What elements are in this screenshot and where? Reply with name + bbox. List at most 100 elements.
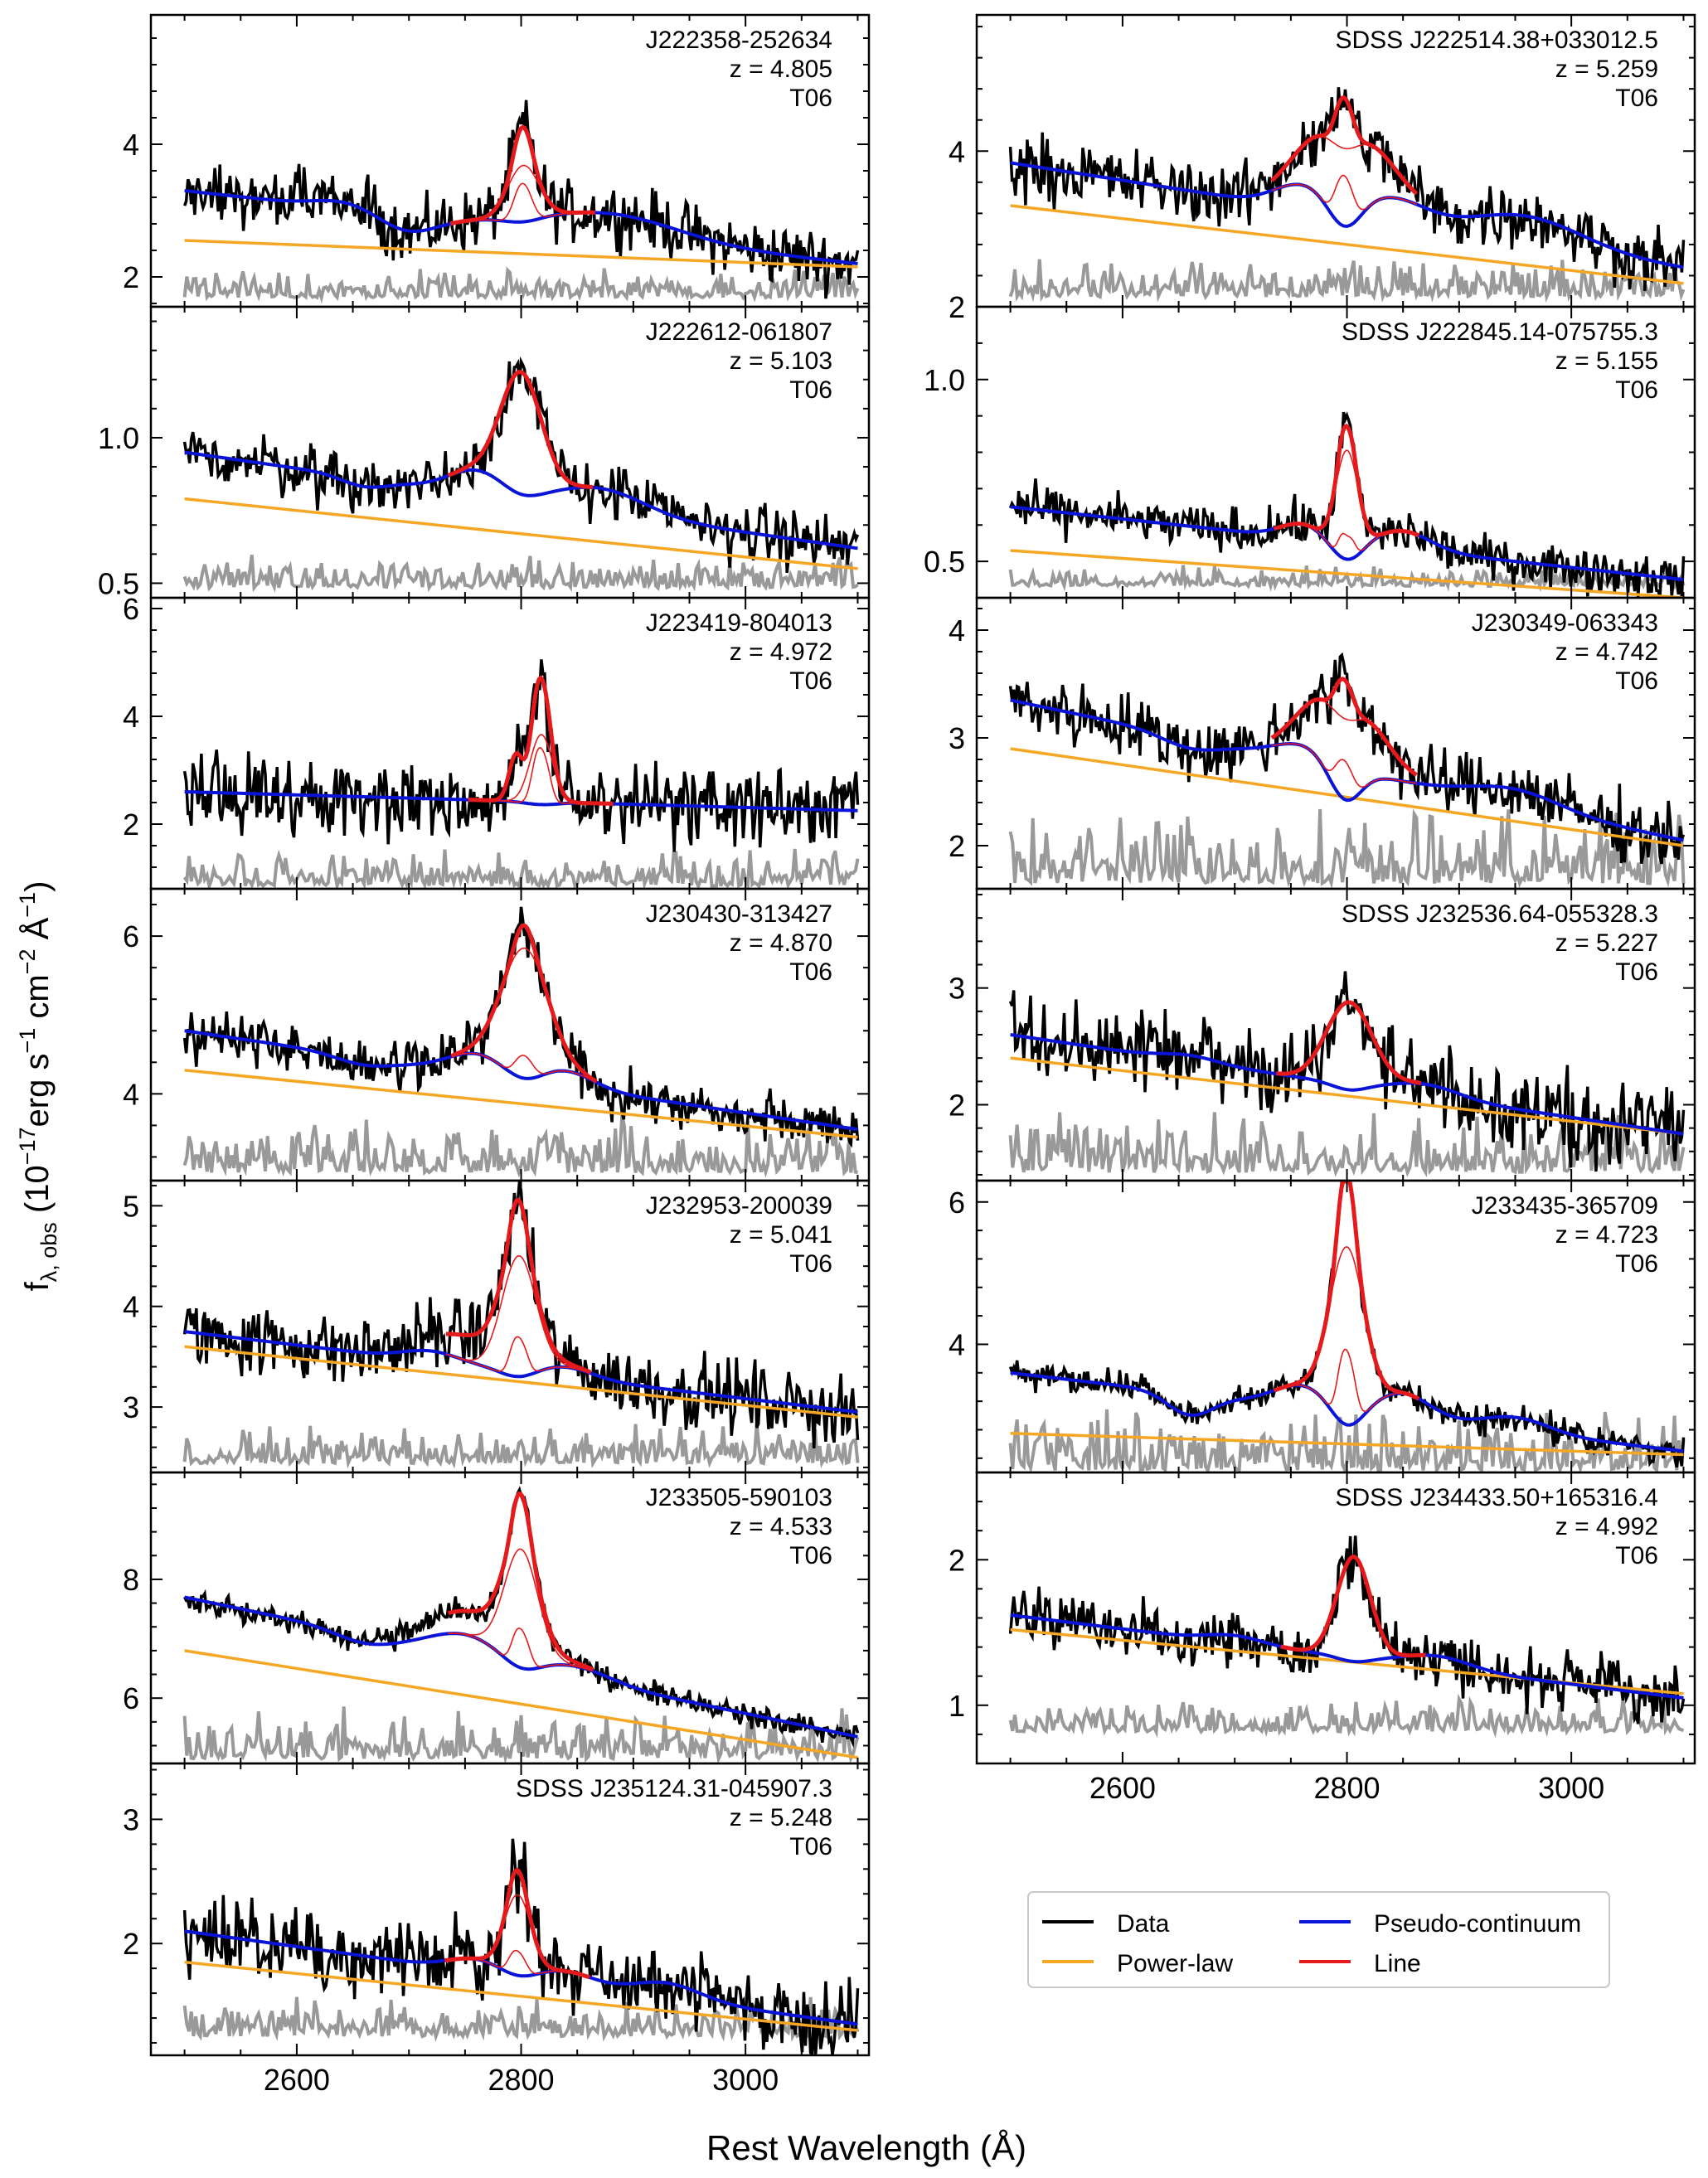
panel-12-plot-area xyxy=(1008,1535,1686,1739)
panel-5-template: T06 xyxy=(789,667,832,695)
panel-4-object-name: SDSS J222845.14-075755.3 xyxy=(1342,318,1658,346)
panel-10-ytick-label: 4 xyxy=(949,1327,965,1361)
panel-9-power-law xyxy=(184,1345,858,1419)
legend-label-line: Line xyxy=(1374,1950,1421,1977)
panel-9-template: T06 xyxy=(789,1250,832,1278)
panel-5-pseudo-continuum xyxy=(184,790,858,813)
y-label-exp3: −2 xyxy=(15,949,40,975)
panel-7-plot-area xyxy=(182,906,860,1178)
panel-1-power-law xyxy=(184,239,858,269)
panel-9-object-name: J232953-200039 xyxy=(646,1192,832,1220)
panel-10-template: T06 xyxy=(1615,1250,1658,1278)
panel-2-template: T06 xyxy=(1615,85,1658,112)
y-label-erg: erg s xyxy=(19,1054,56,1128)
panel-4: 0.5 1.0 SDSS J222845.14-075755.3z = 5.155T… xyxy=(924,305,1696,599)
panel-4-pseudo-continuum xyxy=(1010,505,1684,582)
panel-13: 2600 2800 3000 2 3 SDSS J235124.31-045907.3z … xyxy=(123,1762,871,2097)
panel-11-template: T06 xyxy=(789,1542,832,1569)
panel-10-line-broad-component xyxy=(1274,1246,1419,1399)
panel-7-ytick-label: 4 xyxy=(123,1077,139,1111)
panel-2-redshift: z = 5.259 xyxy=(1555,56,1658,83)
panel-11-power-law xyxy=(184,1649,858,1759)
panel-7-ytick-label: 6 xyxy=(123,919,139,953)
y-label-sub: λ, obs xyxy=(36,1222,61,1282)
panel-3-line-model xyxy=(447,370,594,490)
panel-10-ytick-label: 6 xyxy=(949,1186,965,1220)
panel-13-object-name: SDSS J235124.31-045907.3 xyxy=(516,1775,832,1802)
panel-9-ytick-label: 4 xyxy=(123,1290,139,1324)
panel-8-line-model xyxy=(1276,1000,1422,1085)
panel-1-ytick-label: 4 xyxy=(123,128,139,162)
panel-4-ytick-label: 0.5 xyxy=(924,545,965,579)
panel-2-error-spectrum xyxy=(1008,259,1686,303)
panel-1-error-spectrum xyxy=(182,266,860,304)
panel-7-object-name: J230430-313427 xyxy=(646,900,832,928)
panel-11-error-spectrum xyxy=(182,1706,860,1763)
panel-4-template: T06 xyxy=(1615,376,1658,404)
panel-7-error-spectrum xyxy=(182,1114,859,1178)
panel-7-line-model xyxy=(450,923,598,1084)
panel-5-ytick-label: 6 xyxy=(123,592,139,626)
panel-9-line-model xyxy=(445,1197,592,1375)
panel-4-line-model xyxy=(1273,423,1420,538)
panel-6-data-spectrum xyxy=(1008,652,1686,865)
panel-13-ytick-label: 2 xyxy=(123,1927,139,1961)
panel-3-template: T06 xyxy=(789,376,832,404)
panel-3-pseudo-continuum xyxy=(184,450,858,551)
panel-12-data-spectrum xyxy=(1008,1535,1686,1724)
panel-13-xtick-label: 2600 xyxy=(264,2063,330,2097)
panel-11-line-model xyxy=(447,1492,594,1671)
legend: Data Pseudo-continuum Power-law Line xyxy=(1027,1891,1610,1988)
panel-11-ytick-label: 6 xyxy=(123,1681,139,1715)
panel-7-template: T06 xyxy=(789,958,832,986)
y-label-exp2: −1 xyxy=(15,1028,40,1054)
panel-7-pseudo-continuum xyxy=(184,1029,858,1132)
panel-11-pseudo-continuum xyxy=(184,1595,858,1739)
panel-6-ytick-label: 2 xyxy=(949,829,965,863)
panel-5-ytick-label: 2 xyxy=(123,808,139,842)
panel-2-line-model xyxy=(1270,95,1419,196)
panel-1-ytick-label: 2 xyxy=(123,260,139,294)
panel-8-power-law xyxy=(1010,1056,1684,1136)
panel-8-pseudo-continuum xyxy=(1010,1033,1684,1136)
panel-13-frame xyxy=(149,1762,871,2057)
panel-2-plot-area xyxy=(1008,87,1686,303)
panel-5-data-spectrum xyxy=(182,659,860,852)
panel-12-template: T06 xyxy=(1615,1542,1658,1569)
panel-11-object-name: J233505-590103 xyxy=(646,1484,832,1511)
panel-7-redshift: z = 4.870 xyxy=(730,929,832,957)
panel-3-ytick-label: 1.0 xyxy=(98,421,139,455)
panel-4-plot-area xyxy=(1008,411,1686,598)
panel-10-line-narrow-component xyxy=(1274,1348,1419,1413)
panel-1-data-spectrum xyxy=(182,99,860,299)
y-label-close: ) xyxy=(19,881,56,892)
panel-1-redshift: z = 4.805 xyxy=(730,56,832,83)
panel-3-ytick-label: 0.5 xyxy=(98,566,139,600)
panel-12-object-name: SDSS J234433.50+165316.4 xyxy=(1336,1484,1659,1511)
panel-5-line-broad-component xyxy=(468,734,614,805)
panel-5-object-name: J223419-804013 xyxy=(646,609,832,637)
panel-12-pseudo-continuum xyxy=(1010,1613,1684,1700)
panel-11-ytick-label: 8 xyxy=(123,1563,139,1597)
panel-9-line-broad-component xyxy=(445,1254,591,1375)
panel-2-power-law xyxy=(1010,204,1684,285)
y-axis-label: fλ, obs (10−17erg s−1 cm−2 Å−1) xyxy=(15,881,61,1292)
panel-10-redshift: z = 4.723 xyxy=(1555,1221,1658,1249)
panel-12-line-model xyxy=(1280,1555,1426,1658)
panel-13-data-spectrum xyxy=(182,1838,860,2055)
legend-frame xyxy=(1027,1891,1610,1988)
panel-13-plot-area xyxy=(182,1838,860,2055)
panel-6-plot-area xyxy=(1008,652,1686,889)
panel-13-xtick-label: 3000 xyxy=(712,2063,779,2097)
panel-13-power-law xyxy=(184,1960,858,2032)
panel-12: 2600 2800 3000 1 2 SDSS J234433.50+165316.4z … xyxy=(949,1471,1696,1805)
